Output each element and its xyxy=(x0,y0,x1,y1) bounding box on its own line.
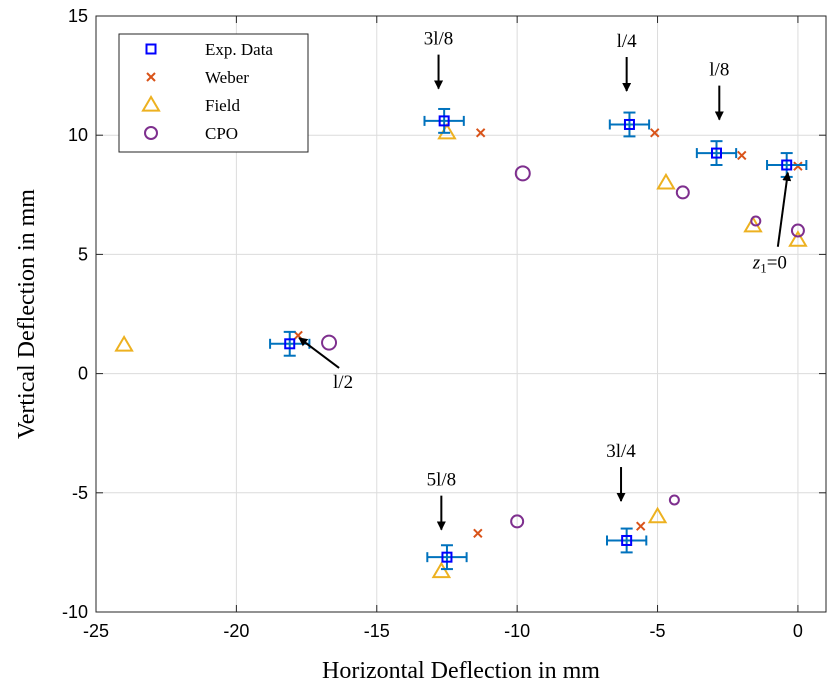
error-bar xyxy=(423,107,465,134)
x-tick-label: -10 xyxy=(504,621,530,641)
legend-marker xyxy=(145,43,157,55)
legend-x-icon xyxy=(146,72,156,82)
annotation-label: 3l/4 xyxy=(606,441,636,462)
x-tick-label: -5 xyxy=(650,621,666,641)
error-bar xyxy=(606,527,648,554)
y-tick-label: -10 xyxy=(62,602,88,622)
data-point-square xyxy=(438,115,450,127)
x-stroke xyxy=(793,161,803,171)
annotation-label: 3l/8 xyxy=(424,29,454,50)
annotations: 3l/8 l/4 l/8 z1=0 l/2 5l/8 3l/4 xyxy=(298,29,792,531)
annotation-suffix: =0 xyxy=(767,253,787,274)
x-axis-label: Horizontal Deflection in mm xyxy=(322,658,600,684)
data-point-triangle xyxy=(431,561,452,579)
legend-entry-field: Field xyxy=(141,95,240,115)
series-exp-data xyxy=(269,107,808,571)
annotation-label: z1=0 xyxy=(752,253,787,276)
y-tick-label: 10 xyxy=(68,125,88,145)
data-point-circle xyxy=(321,334,338,351)
legend-circle-icon xyxy=(144,126,158,140)
legend-entry-cpo: CPO xyxy=(144,124,238,143)
y-tick-label: -5 xyxy=(72,483,88,503)
data-point-circle xyxy=(750,215,762,227)
y-tick-label: 5 xyxy=(78,244,88,264)
annotation-label: l/4 xyxy=(617,31,638,52)
legend-label: CPO xyxy=(205,124,238,143)
annotation-arrow xyxy=(298,337,340,369)
annotation-label: l/8 xyxy=(709,60,729,81)
error-bar xyxy=(608,111,651,138)
legend-triangle-icon xyxy=(141,95,161,112)
data-point-x xyxy=(473,528,483,539)
data-point-square xyxy=(623,118,635,130)
data-point-triangle xyxy=(647,506,668,524)
plot-frame xyxy=(95,15,827,613)
data-point-square xyxy=(781,159,793,171)
data-point-triangle xyxy=(114,335,134,352)
error-bar xyxy=(426,544,468,571)
data-point-x xyxy=(475,128,486,138)
x-stroke xyxy=(146,72,156,82)
x-stroke xyxy=(293,330,303,341)
annotation: 3l/4 xyxy=(606,441,636,502)
legend-label: Exp. Data xyxy=(205,40,273,59)
legend-marker xyxy=(146,72,156,82)
axis-ticks: -25 -20 -15 -10 -5 0 -10 -5 0 5 10 15 xyxy=(62,6,826,641)
y-tick-label: 0 xyxy=(78,364,88,384)
data-point-square xyxy=(284,338,296,350)
x-stroke xyxy=(475,128,486,138)
x-tick-label: -20 xyxy=(223,621,249,641)
data-point-triangle xyxy=(437,122,457,140)
data-point-x xyxy=(650,128,660,138)
data-point-circle xyxy=(790,223,805,238)
data-point-circle xyxy=(510,514,525,529)
legend-square-icon xyxy=(145,43,157,55)
data-point-triangle xyxy=(656,172,676,190)
legend-label: Field xyxy=(205,96,240,115)
x-stroke xyxy=(650,128,660,138)
data-point-triangle xyxy=(788,230,808,247)
data-point-circle xyxy=(668,494,680,506)
x-tick-label: -15 xyxy=(364,621,390,641)
data-point-circle xyxy=(514,165,531,182)
legend-entry-exp-data: Exp. Data xyxy=(145,40,273,59)
y-axis-label: Vertical Deflection in mm xyxy=(14,189,40,439)
data-point-x xyxy=(635,521,646,531)
annotation-arrow xyxy=(776,171,792,247)
legend-label: Weber xyxy=(205,68,249,87)
data-marks xyxy=(114,107,808,579)
legend-marker xyxy=(144,126,158,140)
x-stroke xyxy=(473,528,483,539)
data-point-x xyxy=(793,161,803,171)
legend-entry-weber: Weber xyxy=(146,68,249,87)
annotation: 5l/8 xyxy=(427,470,457,531)
annotation: l/2 xyxy=(298,337,353,393)
annotation: 3l/8 xyxy=(424,29,454,90)
data-point-square xyxy=(621,534,633,546)
annotation: l/4 xyxy=(617,31,638,92)
error-bar xyxy=(269,330,311,357)
series-cpo xyxy=(321,165,805,529)
series-weber xyxy=(293,128,803,539)
x-stroke xyxy=(737,150,747,161)
legend: Exp. Data Weber Field CPO xyxy=(118,33,309,153)
annotation-label: l/2 xyxy=(333,372,353,393)
y-tick-label: 15 xyxy=(68,6,88,26)
data-point-square xyxy=(711,147,722,159)
data-point-circle xyxy=(675,185,690,200)
annotation-subscript: 1 xyxy=(760,261,767,276)
annotation: l/8 xyxy=(709,60,729,121)
series-field xyxy=(114,122,808,579)
x-tick-label: 0 xyxy=(793,621,803,641)
error-bar xyxy=(695,140,738,166)
data-point-square xyxy=(441,551,453,563)
error-bar xyxy=(766,152,808,178)
legend-marker xyxy=(141,95,161,112)
x-tick-label: -25 xyxy=(83,621,109,641)
data-point-x xyxy=(737,150,747,161)
x-stroke xyxy=(635,521,646,531)
annotation-label: 5l/8 xyxy=(427,470,457,491)
